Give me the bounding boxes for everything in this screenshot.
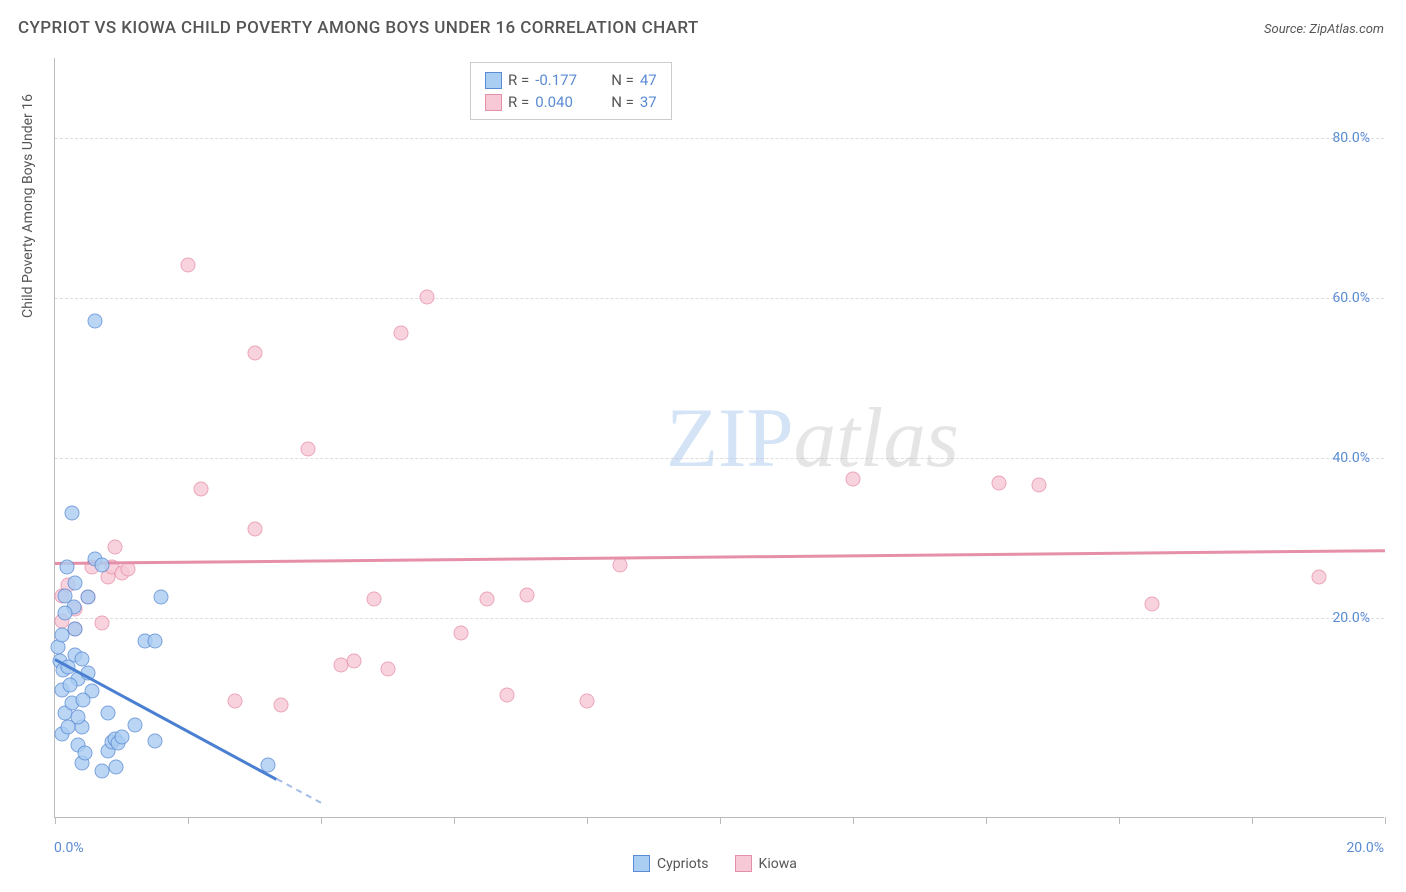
data-point: [194, 482, 209, 497]
y-tick-label: 40.0%: [1332, 450, 1370, 466]
legend-label: Kiowa: [759, 856, 797, 872]
gridline: [55, 298, 1384, 299]
gridline: [55, 138, 1384, 139]
chart-title: CYPRIOT VS KIOWA CHILD POVERTY AMONG BOY…: [18, 18, 699, 38]
x-tick: [587, 817, 588, 824]
watermark-atlas: atlas: [794, 391, 959, 485]
data-point: [500, 688, 515, 703]
trend-line: [55, 549, 1385, 564]
legend-swatch: [633, 855, 650, 872]
data-point: [247, 522, 262, 537]
x-tick: [454, 817, 455, 824]
data-point: [114, 730, 129, 745]
data-point: [75, 693, 90, 708]
data-point: [57, 606, 72, 621]
y-axis-title: Child Poverty Among Boys Under 16: [20, 94, 36, 318]
data-point: [94, 558, 109, 573]
data-point: [300, 442, 315, 457]
scatter-plot: ZIPatlas 20.0% 40.0% 60.0% 80.0%: [54, 58, 1384, 818]
watermark: ZIPatlas: [666, 389, 959, 487]
data-point: [274, 698, 289, 713]
x-tick: [1385, 817, 1386, 824]
data-point: [94, 616, 109, 631]
data-point: [101, 706, 116, 721]
data-point: [109, 760, 124, 775]
data-point: [367, 592, 382, 607]
x-tick: [1119, 817, 1120, 824]
gridline: [55, 458, 1384, 459]
n-label: N =: [611, 71, 634, 89]
trend-line-dashed: [276, 778, 321, 804]
data-point: [1145, 597, 1160, 612]
r-label: R =: [508, 93, 529, 111]
data-point: [77, 746, 92, 761]
data-point: [59, 560, 74, 575]
data-point: [181, 258, 196, 273]
legend-swatch: [735, 855, 752, 872]
data-point: [67, 576, 82, 591]
x-tick-label-max: 20.0%: [1346, 840, 1384, 856]
n-value: 47: [640, 71, 657, 89]
legend-item: Kiowa: [735, 855, 797, 872]
data-point: [64, 506, 79, 521]
data-point: [127, 718, 142, 733]
y-tick-label: 20.0%: [1332, 610, 1370, 626]
source-attribution: Source: ZipAtlas.com: [1264, 22, 1384, 37]
data-point: [87, 314, 102, 329]
data-point: [393, 326, 408, 341]
x-tick-label-min: 0.0%: [54, 840, 84, 856]
data-point: [147, 734, 162, 749]
x-tick: [55, 817, 56, 824]
data-point: [420, 290, 435, 305]
data-point: [846, 471, 861, 486]
data-point: [247, 346, 262, 361]
x-tick: [188, 817, 189, 824]
correlation-legend: R = -0.177 N = 47 R = 0.040 N = 37: [470, 62, 672, 120]
y-tick-label: 60.0%: [1332, 290, 1370, 306]
data-point: [147, 634, 162, 649]
watermark-zip: ZIP: [666, 391, 794, 485]
data-point: [1311, 570, 1326, 585]
data-point: [107, 539, 122, 554]
n-value: 37: [640, 93, 657, 111]
legend-swatch: [485, 72, 502, 89]
correlation-row: R = -0.177 N = 47: [485, 69, 657, 91]
data-point: [61, 720, 76, 735]
data-point: [227, 694, 242, 709]
data-point: [380, 662, 395, 677]
r-label: R =: [508, 71, 529, 89]
gridline: [55, 618, 1384, 619]
data-point: [62, 678, 77, 693]
x-tick: [986, 817, 987, 824]
data-point: [347, 654, 362, 669]
legend-label: Cypriots: [657, 856, 709, 872]
x-tick: [321, 817, 322, 824]
correlation-row: R = 0.040 N = 37: [485, 91, 657, 113]
y-tick-label: 80.0%: [1332, 130, 1370, 146]
n-label: N =: [611, 93, 634, 111]
data-point: [613, 558, 628, 573]
data-point: [1032, 478, 1047, 493]
data-point: [74, 651, 89, 666]
series-legend: Cypriots Kiowa: [633, 855, 797, 872]
x-tick: [1252, 817, 1253, 824]
data-point: [520, 587, 535, 602]
legend-swatch: [485, 94, 502, 111]
legend-item: Cypriots: [633, 855, 709, 872]
x-tick: [720, 817, 721, 824]
data-point: [94, 763, 109, 778]
r-value: 0.040: [535, 93, 595, 111]
r-value: -0.177: [535, 71, 595, 89]
data-point: [580, 694, 595, 709]
data-point: [992, 475, 1007, 490]
data-point: [154, 590, 169, 605]
x-tick: [853, 817, 854, 824]
data-point: [81, 590, 96, 605]
data-point: [480, 591, 495, 606]
data-point: [453, 626, 468, 641]
data-point: [67, 622, 82, 637]
